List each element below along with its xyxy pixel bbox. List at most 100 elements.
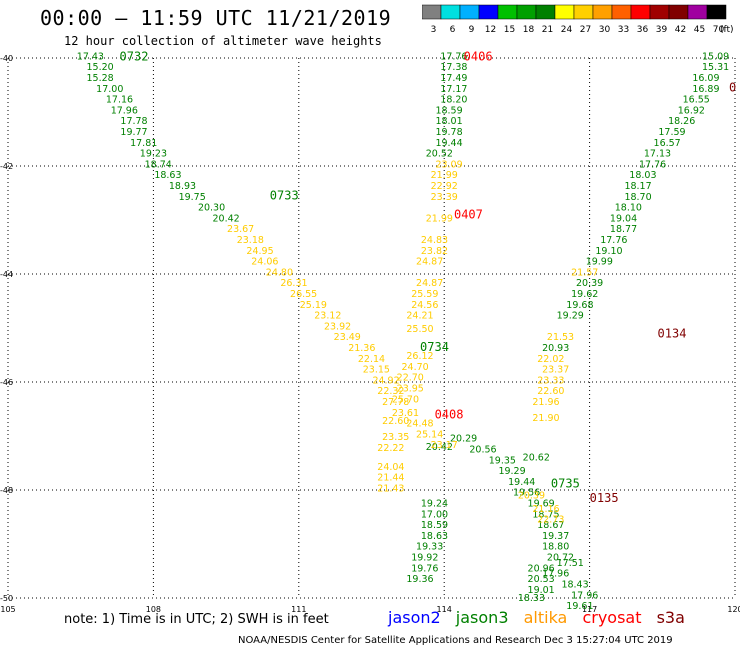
x-tick-label: 117 — [582, 605, 597, 614]
data-point-label: 17.81 — [130, 138, 157, 149]
data-point-label: 21.90 — [532, 413, 559, 424]
data-point-label: 24.56 — [411, 300, 438, 311]
data-point-label: 15.28 — [86, 73, 113, 84]
data-point-label: 19.24 — [421, 499, 448, 510]
data-point-label: 18.80 — [542, 542, 569, 553]
series-altika: 23.6723.1824.9524.0624.8026.3126.5525.19… — [227, 159, 598, 525]
legend-label: 12 — [485, 25, 496, 35]
data-point-label: 23.15 — [363, 365, 390, 376]
chart-title: 00:00 — 11:59 UTC 11/21/2019 — [40, 6, 392, 30]
data-point-label: 22.60 — [382, 416, 409, 427]
y-tick-label: -40 — [0, 54, 13, 63]
data-point-label: 19.10 — [595, 246, 622, 257]
data-point-label: 18.17 — [624, 181, 651, 192]
data-point-label: 20.96 — [528, 563, 555, 574]
data-point-label: 21.96 — [532, 397, 559, 408]
data-point-label: 25.19 — [300, 300, 327, 311]
data-point-label: 27.78 — [382, 397, 409, 408]
data-point-label: 19.92 — [411, 553, 438, 564]
data-point-label: 17.49 — [440, 73, 467, 84]
data-point-label: 19.44 — [508, 477, 535, 488]
color-scale-legend: 3 6 9 12 15 18 21 24 27 30 33 36 39 42 45 70(ft) — [422, 4, 734, 35]
time-label: 0134 — [658, 326, 687, 340]
data-point-label: 24.87 — [416, 257, 443, 268]
data-point-label: 19.56 — [513, 488, 540, 499]
data-point-label: 17.96 — [571, 590, 598, 601]
time-label: 0135 — [590, 491, 619, 505]
data-point-label: 23.17 — [431, 440, 458, 451]
data-point-label: 17.00 — [421, 509, 448, 520]
data-point-label: 19.62 — [571, 289, 598, 300]
data-point-label: 24.83 — [421, 235, 448, 246]
y-tick-label: -50 — [0, 594, 13, 603]
data-point-label: 22.60 — [537, 386, 564, 397]
series-jason3: 17.4315.2015.2817.0017.1617.9617.7819.77… — [77, 51, 729, 612]
data-point-label: 19.04 — [610, 213, 637, 224]
data-point-label: 20.29 — [450, 434, 477, 445]
data-point-label: 18.33 — [518, 593, 545, 604]
data-point-label: 18.93 — [169, 181, 196, 192]
data-point-label: 15.20 — [86, 62, 113, 73]
sat-legend-s3a: s3a — [656, 608, 685, 627]
data-point-label: 23.61 — [392, 408, 419, 419]
data-point-label: 18.63 — [154, 170, 181, 181]
legend-label: 9 — [469, 25, 475, 35]
data-point-label: 23.49 — [334, 332, 361, 343]
data-point-label: 19.37 — [542, 531, 569, 542]
data-point-label: 22.73 — [537, 515, 564, 526]
data-point-label: 20.42 — [426, 442, 453, 453]
data-point-label: 24.21 — [406, 311, 433, 322]
data-point-label: 19.29 — [557, 311, 584, 322]
data-point-label: 25.70 — [392, 394, 419, 405]
data-point-label: 20.30 — [198, 203, 225, 214]
data-point-label: 22.22 — [377, 443, 404, 454]
time-label: 0732 — [120, 49, 149, 63]
data-point-label: 20.42 — [212, 213, 239, 224]
data-point-label: 20.56 — [469, 445, 496, 456]
legend-label: 45 — [694, 25, 705, 35]
time-label: 0408 — [435, 407, 464, 421]
data-point-label: 24.48 — [406, 419, 433, 430]
data-point-label: 18.43 — [561, 580, 588, 591]
data-point-label: 19.36 — [406, 574, 433, 585]
data-point-label: 23.39 — [431, 192, 458, 203]
data-point-label: 21.36 — [348, 343, 375, 354]
data-point-label: 16.55 — [683, 95, 710, 106]
y-tick-label: -42 — [0, 162, 13, 171]
x-tick-label: 105 — [0, 605, 15, 614]
footer-note: note: 1) Time is in UTC; 2) SWH is in fe… — [64, 612, 329, 627]
data-point-label: 18.10 — [615, 203, 642, 214]
data-point-label: 22.32 — [377, 386, 404, 397]
data-point-label: 18.20 — [440, 95, 467, 106]
data-point-label: 22.02 — [537, 354, 564, 365]
data-point-label: 21.44 — [377, 473, 404, 484]
data-point-label: 15.31 — [702, 62, 729, 73]
data-point-label: 19.01 — [528, 585, 555, 596]
data-point-label: 23.12 — [314, 311, 341, 322]
y-tick-label: -48 — [0, 486, 13, 495]
data-point-label: 20.93 — [542, 343, 569, 354]
footer-credit: NOAA/NESDIS Center for Satellite Applica… — [238, 635, 673, 646]
data-point-label: 22.92 — [431, 181, 458, 192]
data-point-label: 18.77 — [610, 224, 637, 235]
data-point-label: 23.35 — [382, 432, 409, 443]
data-point-label: 17.76 — [440, 51, 467, 62]
data-point-label: 23.33 — [537, 375, 564, 386]
data-point-label: 20.72 — [547, 553, 574, 564]
data-point-label: 20.53 — [528, 574, 555, 585]
data-point-label: 19.99 — [586, 257, 613, 268]
data-point-label: 18.70 — [624, 192, 651, 203]
data-point-label: 22.70 — [397, 373, 424, 384]
data-point-label: 15.09 — [702, 51, 729, 62]
data-point-label: 19.29 — [498, 466, 525, 477]
data-point-label: 18.67 — [537, 520, 564, 531]
time-label: 0407 — [454, 208, 483, 222]
sat-legend-jason3: jason3 — [455, 608, 509, 627]
data-point-label: 18.59 — [435, 105, 462, 116]
satellite-legend: jason2 jason3 altika cryosat s3a — [388, 608, 695, 627]
sat-legend-cryosat: cryosat — [582, 608, 642, 627]
data-point-label: 25.59 — [411, 289, 438, 300]
legend-label: 70 — [713, 25, 725, 35]
data-point-label: 17.43 — [77, 51, 104, 62]
data-point-label: 24.87 — [416, 278, 443, 289]
